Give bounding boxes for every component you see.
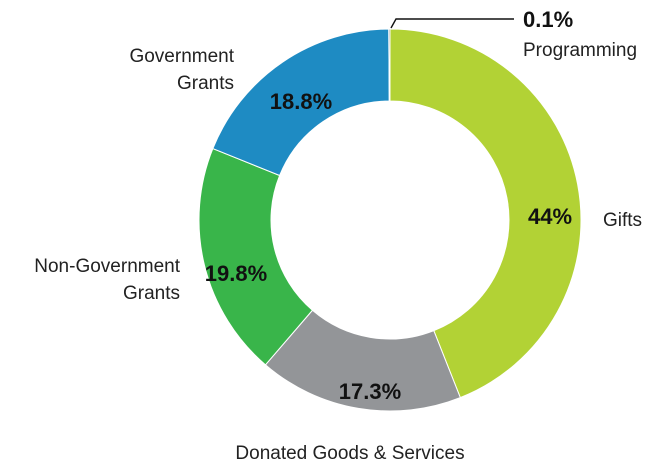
cat-label-donated-goods-services: Donated Goods & Services (235, 443, 464, 464)
pct-label-gifts: 44% (528, 204, 572, 229)
cat-label-non-government-line2: Grants (123, 283, 180, 304)
programming-leader-line (390, 18, 514, 29)
slice-programming (388, 28, 391, 102)
donut-slices (198, 28, 582, 412)
cat-label-gifts: Gifts (603, 210, 642, 231)
pct-label-non-government-grants: 19.8% (205, 261, 267, 286)
pct-label-government-grants: 18.8% (270, 89, 332, 114)
cat-label-government: Government (129, 46, 234, 67)
pct-label-donated-goods-services: 17.3% (339, 379, 401, 404)
cat-label-non-government: Non-Government (34, 256, 180, 277)
pct-label-programming: 0.1% (523, 7, 573, 32)
slice-gifts (389, 28, 582, 399)
cat-label-programming: Programming (523, 40, 637, 61)
cat-label-government-line2: Grants (177, 73, 234, 94)
